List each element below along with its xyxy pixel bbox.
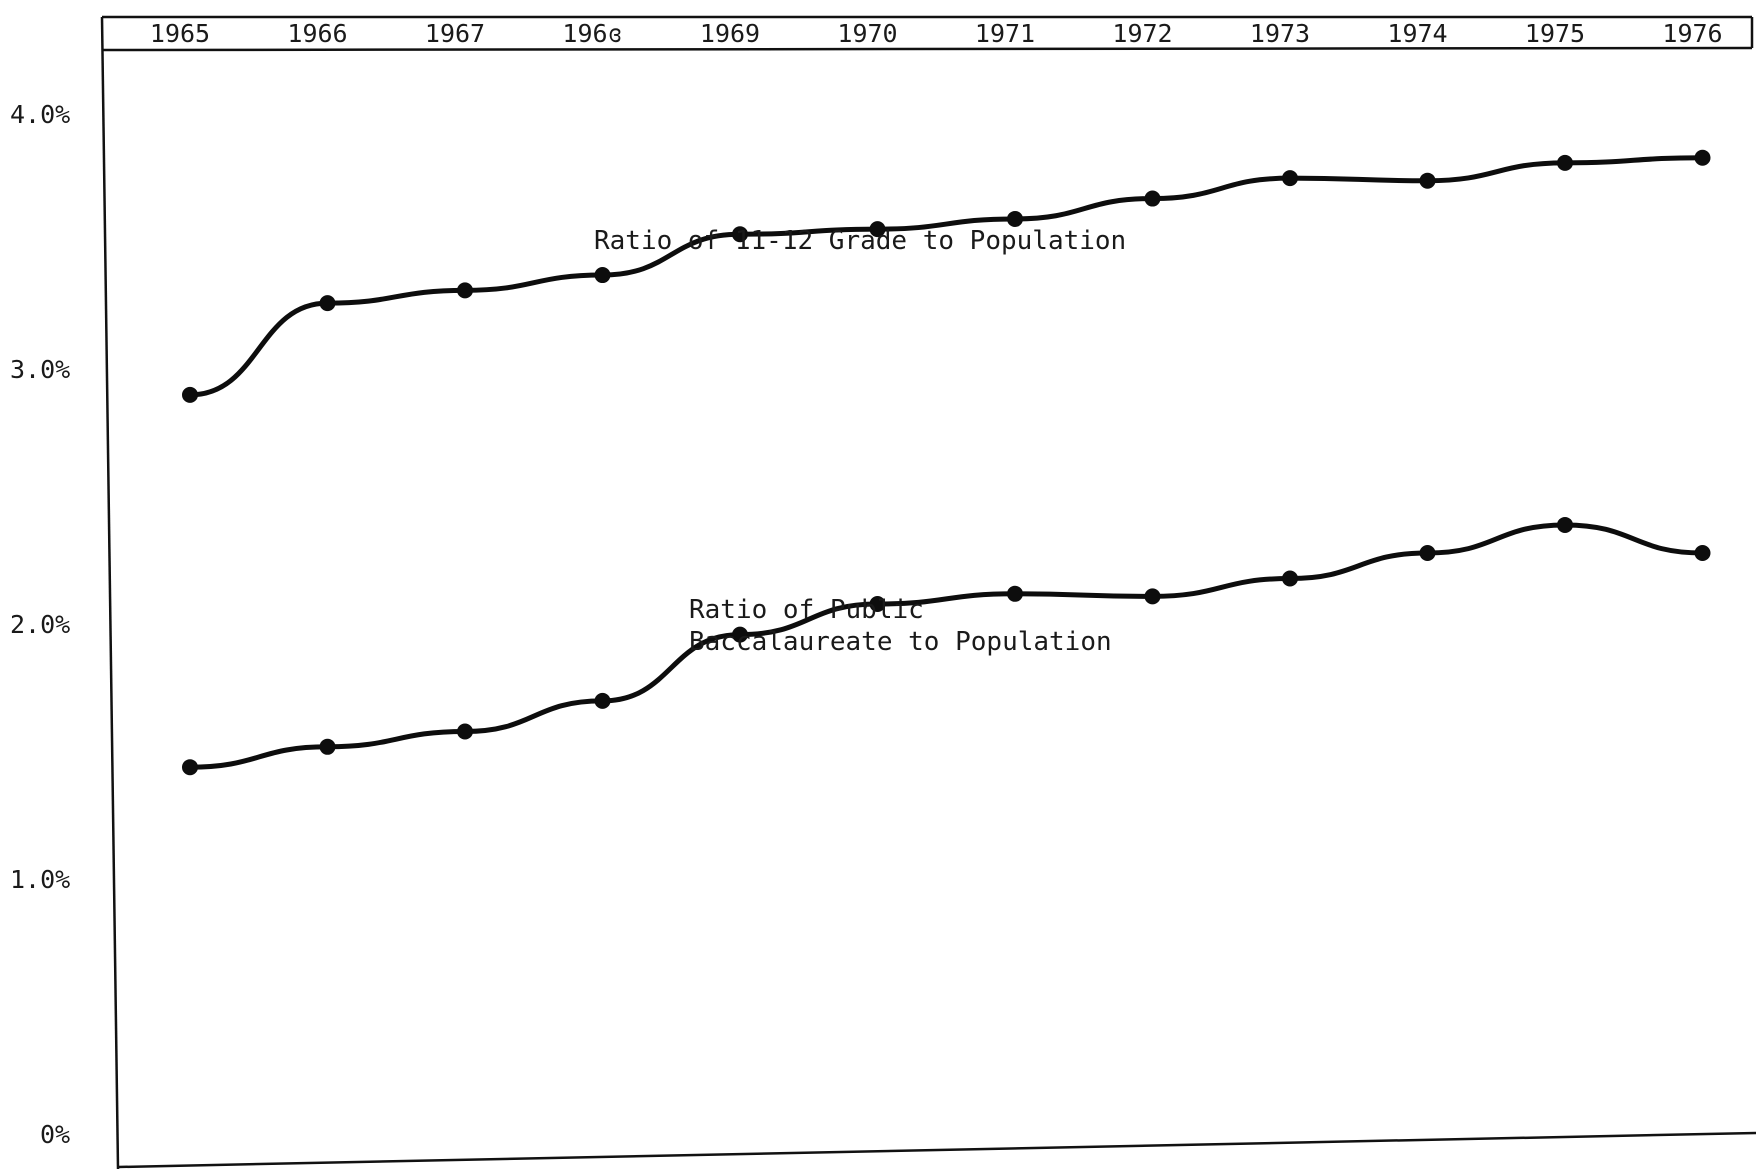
series-1-point-1972 [1144,190,1161,207]
x-tick-label: 1972 [1112,19,1172,48]
plot-bottom-border [117,1131,1756,1169]
x-tick-label: 1973 [1250,19,1310,48]
series-2-point-1965 [182,759,198,776]
series-2-point-1969 [732,626,748,643]
series-2-point-1975 [1557,516,1573,533]
series-1-point-1966 [319,295,336,312]
annotations: Ratio of 11-12 Grade to Population Ratio… [594,226,1126,657]
x-tick-label: 1971 [975,19,1035,48]
y-tick-label: 2.0% [10,610,70,639]
y-axis-tick-labels: 4.0% 3.0% 2.0% 1.0% 0% [10,100,70,1149]
x-axis-tick-labels: 1965 1966 1967 196ɞ 1969 1970 1971 1972 … [150,19,1723,48]
series-1-point-1970 [869,221,886,238]
series-2-point-1973 [1282,570,1298,587]
y-tick-label: 3.0% [10,355,70,384]
annotation-baccalaureate-line2: Baccalaureate to Population [689,627,1112,657]
x-tick-label: 196ɞ [562,19,622,48]
x-tick-label: 1976 [1662,19,1722,48]
x-tick-label: 1966 [287,19,347,48]
series-2-point-1976 [1694,545,1711,561]
x-tick-label: 1974 [1387,19,1447,48]
x-tick-label: 1975 [1525,19,1585,48]
series-1-point-1976 [1694,149,1711,166]
y-tick-label: 1.0% [10,865,70,894]
series-2-point-1974 [1419,545,1436,561]
x-tick-label: 1970 [837,19,897,48]
series-1-point-1967 [457,282,473,299]
y-tick-label: 0% [40,1120,70,1149]
series-1-point-1968 [594,267,611,284]
x-tick-label: 1969 [700,19,760,48]
series-1-point-1965 [182,386,198,403]
series-1-point-1971 [1007,210,1023,227]
plot-left-border [100,16,120,1169]
series-2-point-1971 [1007,585,1023,602]
y-tick-label: 4.0% [10,100,70,129]
x-tick-label: 1967 [425,19,485,48]
annotation-grade-ratio-line1: Ratio of 11-12 Grade to Population [594,226,1126,256]
x-tick-label: 1965 [150,19,210,48]
series-line-1 [187,155,1705,398]
series-2-point-1970 [869,596,886,612]
chart-frame [100,15,1756,1169]
header-bottom-border [101,46,1753,52]
series-1-point-1973 [1282,170,1298,187]
series-1-point-1974 [1419,172,1436,189]
annotation-baccalaureate-line1: Ratio of Public [689,595,924,625]
series-line-2 [187,522,1705,770]
series-2-point-1968 [594,692,611,709]
series-1-point-1969 [732,226,748,243]
series-2-point-1972 [1144,588,1161,605]
series-1-point-1975 [1557,154,1573,171]
series-layer [182,149,1711,776]
series-2-point-1966 [319,738,336,755]
series-2-point-1967 [457,723,473,740]
